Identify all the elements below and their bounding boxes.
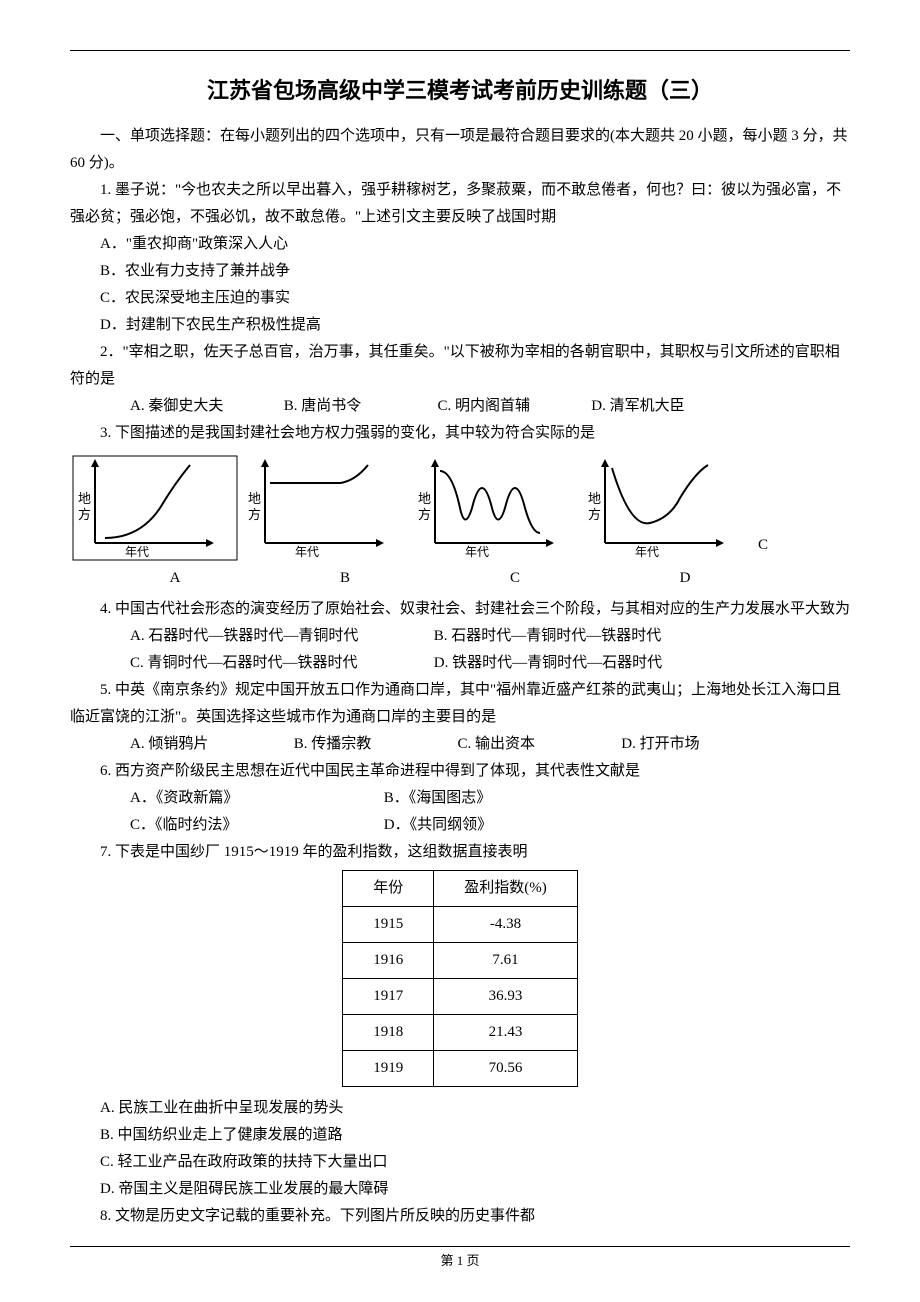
q6-stem: 6. 西方资产阶级民主思想在近代中国民主革命进程中得到了体现，其代表性文献是: [70, 758, 850, 785]
q6-row1: A．《资政新篇》 B．《海国图志》: [70, 785, 850, 812]
table-row: 191821.43: [343, 1014, 578, 1050]
svg-text:方: 方: [248, 507, 261, 522]
svg-text:地: 地: [78, 491, 91, 506]
q2-opt-c: C. 明内阁首辅: [408, 393, 558, 420]
q3-label-c: C: [410, 565, 580, 592]
q5-opt-d: D. 打开市场: [591, 731, 699, 758]
bottom-horizontal-rule: [70, 1246, 850, 1247]
q7-th-year: 年份: [343, 870, 434, 906]
q3-label-a: A: [70, 565, 240, 592]
section-intro: 一、单项选择题：在每小题列出的四个选项中，只有一项是最符合题目要求的(本大题共 …: [70, 123, 850, 177]
svg-text:年代: 年代: [295, 545, 319, 559]
q3-answer-letter: C: [758, 532, 768, 563]
q5-opt-c: C. 输出资本: [428, 731, 588, 758]
q6-opt-b: B．《海国图志》: [354, 785, 492, 812]
svg-text:地: 地: [418, 491, 431, 506]
table-row: 191736.93: [343, 978, 578, 1014]
q4-opt-b: B. 石器时代—青铜时代—铁器时代: [404, 623, 662, 650]
page-footer: 第 1 页: [0, 1249, 920, 1272]
q7-opt-a: A. 民族工业在曲折中呈现发展的势头: [70, 1095, 850, 1122]
q2-stem: 2．"宰相之职，佐天子总百官，治万事，其任重矣。"以下被称为宰相的各朝官职中，其…: [70, 339, 850, 393]
q3-chart-a: 地 方 年代: [70, 453, 240, 563]
q3-charts-row: 地 方 年代 地 方 年代 地 方 年代: [70, 453, 850, 563]
q4-opt-d: D. 铁器时代—青铜时代—石器时代: [404, 650, 662, 677]
q1-opt-b: B．农业有力支持了兼并战争: [70, 258, 850, 285]
q6-opt-a: A．《资政新篇》: [100, 785, 350, 812]
q7-opt-b: B. 中国纺织业走上了健康发展的道路: [70, 1122, 850, 1149]
page-title: 江苏省包场高级中学三模考试考前历史训练题（三）: [70, 71, 850, 111]
q3-label-d: D: [580, 565, 750, 592]
q6-row2: C．《临时约法》 D．《共同纲领》: [70, 812, 850, 839]
svg-text:方: 方: [588, 507, 601, 522]
q1-stem: 1. 墨子说："今也农夫之所以早出暮入，强乎耕稼树艺，多聚菽粟，而不敢怠倦者，何…: [70, 177, 850, 231]
q3-chart-labels: A B C D: [70, 565, 850, 592]
q4-row1: A. 石器时代—铁器时代—青铜时代 B. 石器时代—青铜时代—铁器时代: [70, 623, 850, 650]
q4-row2: C. 青铜时代—石器时代—铁器时代 D. 铁器时代—青铜时代—石器时代: [70, 650, 850, 677]
q3-chart-c: 地 方 年代: [410, 453, 580, 563]
svg-text:方: 方: [78, 507, 91, 522]
q3-stem: 3. 下图描述的是我国封建社会地方权力强弱的变化，其中较为符合实际的是: [70, 420, 850, 447]
q2-opt-b: B. 唐尚书令: [254, 393, 404, 420]
q5-opt-a: A. 倾销鸦片: [100, 731, 260, 758]
q7-th-index: 盈利指数(%): [434, 870, 578, 906]
q1-opt-c: C．农民深受地主压迫的事实: [70, 285, 850, 312]
q4-opt-c: C. 青铜时代—石器时代—铁器时代: [100, 650, 400, 677]
q6-opt-c: C．《临时约法》: [100, 812, 350, 839]
svg-text:年代: 年代: [125, 545, 149, 559]
q3-label-b: B: [240, 565, 410, 592]
q6-opt-d: D．《共同纲领》: [354, 812, 492, 839]
q1-opt-a: A．"重农抑商"政策深入人心: [70, 231, 850, 258]
q3-chart-d: 地 方 年代: [580, 453, 750, 563]
q7-opt-c: C. 轻工业产品在政府政策的扶持下大量出口: [70, 1149, 850, 1176]
table-row: 1915-4.38: [343, 906, 578, 942]
q7-table: 年份 盈利指数(%) 1915-4.38 19167.61 191736.93 …: [342, 870, 578, 1087]
q7-opt-d: D. 帝国主义是阻碍民族工业发展的最大障碍: [70, 1176, 850, 1203]
q7-stem: 7. 下表是中国纱厂 1915～1919 年的盈利指数，这组数据直接表明: [70, 839, 850, 866]
q2-opt-d: D. 清军机大臣: [561, 393, 684, 420]
svg-text:年代: 年代: [465, 545, 489, 559]
q5-stem: 5. 中英《南京条约》规定中国开放五口作为通商口岸，其中"福州靠近盛产红茶的武夷…: [70, 677, 850, 731]
table-row: 19167.61: [343, 942, 578, 978]
q8-stem: 8. 文物是历史文字记载的重要补充。下列图片所反映的历史事件都: [70, 1203, 850, 1230]
svg-text:年代: 年代: [635, 545, 659, 559]
q5-opt-b: B. 传播宗教: [264, 731, 424, 758]
svg-text:方: 方: [418, 507, 431, 522]
svg-text:地: 地: [248, 491, 261, 506]
q2-options: A. 秦御史大夫 B. 唐尚书令 C. 明内阁首辅 D. 清军机大臣: [70, 393, 850, 420]
svg-text:地: 地: [588, 491, 601, 506]
q5-options: A. 倾销鸦片 B. 传播宗教 C. 输出资本 D. 打开市场: [70, 731, 850, 758]
table-row: 191970.56: [343, 1050, 578, 1086]
q4-opt-a: A. 石器时代—铁器时代—青铜时代: [100, 623, 400, 650]
table-header-row: 年份 盈利指数(%): [343, 870, 578, 906]
q2-opt-a: A. 秦御史大夫: [100, 393, 250, 420]
q3-chart-b: 地 方 年代: [240, 453, 410, 563]
top-horizontal-rule: [70, 50, 850, 51]
q1-opt-d: D．封建制下农民生产积极性提高: [70, 312, 850, 339]
q4-stem: 4. 中国古代社会形态的演变经历了原始社会、奴隶社会、封建社会三个阶段，与其相对…: [70, 596, 850, 623]
